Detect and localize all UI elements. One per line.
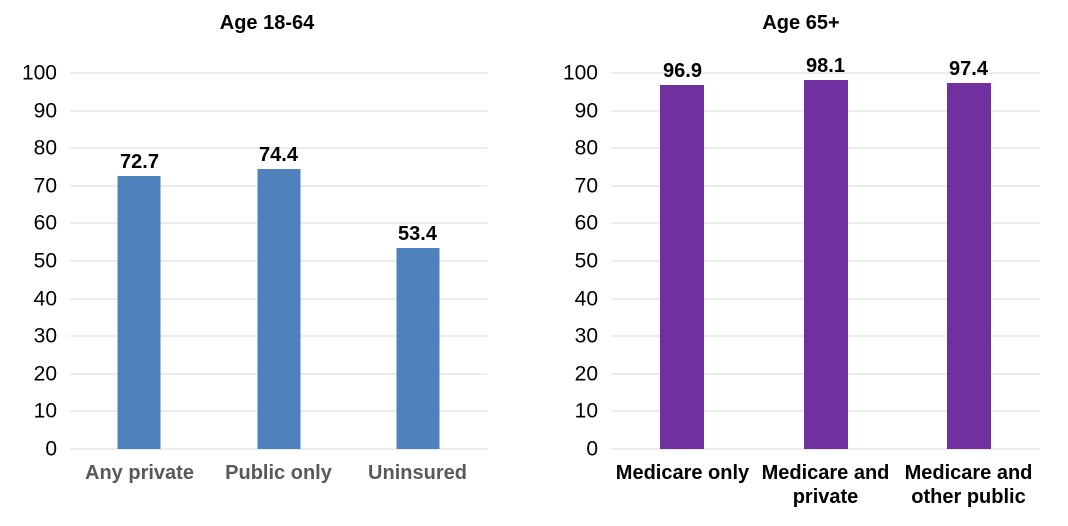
y-axis-tick-label: 30: [33, 324, 57, 348]
bar-value-label: 72.7: [120, 150, 159, 173]
bar-value-label: 96.9: [663, 59, 702, 82]
y-axis-tick-label: 60: [33, 211, 57, 235]
y-axis-tick-label: 90: [574, 99, 598, 123]
y-axis-tick-label: 20: [574, 362, 598, 386]
y-axis-tick-label: 80: [574, 136, 598, 160]
category-label: Uninsured: [368, 462, 467, 484]
bar: [660, 84, 705, 449]
y-axis-tick-label: 50: [574, 249, 598, 273]
gridline: [70, 72, 487, 74]
y-axis-tick-label: 40: [574, 287, 598, 311]
bar: [117, 175, 161, 449]
y-axis-tick-label: 70: [33, 174, 57, 198]
y-axis-tick-label: 80: [33, 136, 57, 160]
bar: [257, 169, 300, 449]
y-axis-tick-label: 30: [574, 324, 598, 348]
y-axis-tick-label: 40: [33, 287, 57, 311]
bar-value-label: 97.4: [949, 57, 988, 80]
bar-value-label: 74.4: [259, 144, 298, 167]
gridline: [611, 448, 1040, 450]
category-label: Medicare and private: [761, 462, 890, 508]
y-axis-tick-label: 90: [33, 99, 57, 123]
y-axis-tick-label: 20: [33, 362, 57, 386]
category-label: Any private: [85, 462, 194, 484]
bar-value-label: 98.1: [806, 55, 845, 78]
y-axis-tick-label: 100: [21, 61, 57, 85]
chart-title: Age 65+: [762, 12, 840, 34]
y-axis-tick-label: 0: [586, 437, 598, 461]
bar-value-label: 53.4: [398, 223, 437, 246]
chart-age-18-64: Age 18-64 0 10 20 30 40 50 60 70 80 90 100 72.7 Any …: [22, 12, 487, 484]
bar: [946, 82, 991, 449]
y-axis-tick-label: 10: [33, 399, 57, 423]
y-axis-tick-label: 60: [574, 211, 598, 235]
chart-age-65plus: Age 65+ 0 10 20 30 40 50 60 70 80 90 100 96.9 Medica…: [534, 0, 1068, 526]
y-axis-tick-label: 10: [574, 399, 598, 423]
y-axis-tick-label: 50: [33, 249, 57, 273]
y-axis-tick-label: 0: [45, 437, 57, 461]
category-label: Medicare only: [615, 462, 750, 484]
category-label: Public only: [225, 462, 332, 484]
plot-area: 0 10 20 30 40 50 60 70 80 90 100 96.9 Medicare only 9…: [563, 56, 1040, 508]
gridline: [611, 72, 1040, 74]
bar: [396, 248, 439, 449]
gridline: [70, 110, 487, 112]
gridline: [70, 147, 487, 149]
chart-title: Age 18-64: [219, 12, 315, 34]
y-axis-tick-label: 100: [562, 61, 598, 85]
bar: [803, 80, 848, 449]
y-axis-tick-label: 70: [574, 174, 598, 198]
plot-area: 0 10 20 30 40 50 60 70 80 90 100 72.7 Any private 74.…: [22, 63, 487, 484]
category-label: Medicare and other public: [904, 462, 1033, 508]
gridline: [70, 448, 487, 450]
